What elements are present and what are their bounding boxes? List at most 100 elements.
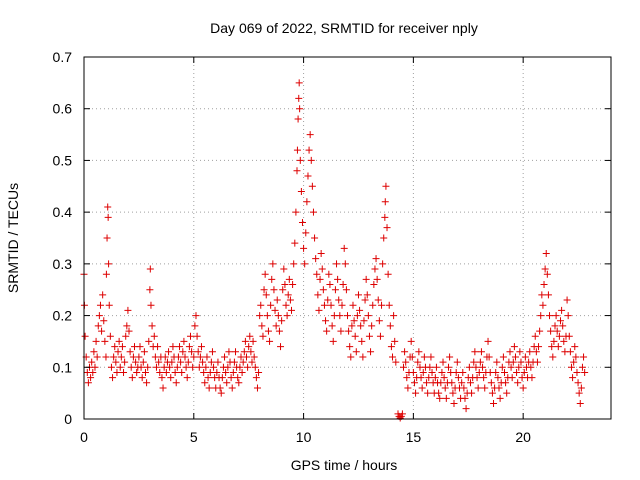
y-tick-label: 0.6 (53, 101, 73, 117)
data-point (415, 348, 423, 356)
data-point (102, 353, 110, 361)
data-point (426, 363, 434, 371)
data-point (521, 353, 529, 361)
data-point (248, 358, 256, 366)
data-point (391, 337, 399, 345)
data-point (186, 332, 194, 340)
data-point (538, 291, 546, 299)
data-point (441, 384, 449, 392)
data-point (508, 374, 516, 382)
data-point (242, 353, 250, 361)
data-point (230, 358, 238, 366)
data-point (172, 379, 180, 387)
data-point (502, 379, 510, 387)
y-axis-label: SRMTID / TECUs (5, 183, 21, 293)
data-point (376, 332, 384, 340)
data-point (116, 363, 124, 371)
data-point (251, 363, 259, 371)
data-point (293, 167, 301, 175)
data-point (487, 379, 495, 387)
data-point (308, 182, 316, 190)
data-point (145, 337, 153, 345)
data-point (183, 374, 191, 382)
data-point (450, 399, 458, 407)
data-point (338, 301, 346, 309)
data-point (566, 348, 574, 356)
data-point (514, 379, 522, 387)
data-point (499, 353, 507, 361)
data-point (389, 353, 397, 361)
data-point (576, 399, 584, 407)
data-point (106, 332, 114, 340)
data-point (342, 286, 350, 294)
data-point (246, 332, 254, 340)
data-point (315, 306, 323, 314)
data-point (155, 358, 163, 366)
data-point (446, 353, 454, 361)
data-point (407, 337, 415, 345)
data-point (412, 389, 420, 397)
data-point (304, 172, 312, 180)
data-point (386, 322, 394, 330)
data-point (577, 384, 585, 392)
data-point (356, 306, 364, 314)
data-point (188, 348, 196, 356)
data-point (507, 363, 515, 371)
data-point (318, 265, 326, 273)
data-point (340, 244, 348, 252)
data-point (324, 296, 332, 304)
data-point (553, 327, 561, 335)
data-point (543, 270, 551, 278)
data-point (301, 260, 309, 268)
data-point (194, 348, 202, 356)
data-point (423, 379, 431, 387)
data-point (369, 301, 377, 309)
data-point (300, 244, 308, 252)
data-point (479, 363, 487, 371)
data-point (261, 270, 269, 278)
data-point (182, 363, 190, 371)
data-point (322, 317, 330, 325)
data-point (203, 353, 211, 361)
data-point (174, 353, 182, 361)
data-point (542, 250, 550, 258)
data-point (375, 317, 383, 325)
data-point (402, 358, 410, 366)
grid-lines (84, 57, 611, 419)
data-point (128, 374, 136, 382)
data-point (316, 275, 324, 283)
data-point (373, 275, 381, 283)
data-point (137, 363, 145, 371)
data-point (527, 363, 535, 371)
data-point (84, 379, 92, 387)
data-point (537, 312, 545, 320)
data-point (311, 234, 319, 242)
data-point (417, 374, 425, 382)
data-point (575, 389, 583, 397)
data-point (465, 363, 473, 371)
data-point (291, 239, 299, 247)
data-point (470, 358, 478, 366)
data-point (253, 384, 261, 392)
data-point (109, 374, 117, 382)
data-point (398, 410, 406, 418)
data-point (196, 353, 204, 361)
data-point (454, 374, 462, 382)
data-point (452, 368, 460, 376)
data-point (574, 379, 582, 387)
data-point (307, 156, 315, 164)
data-point (107, 363, 115, 371)
data-point (267, 301, 275, 309)
data-point (193, 332, 201, 340)
data-point (474, 384, 482, 392)
data-point (306, 131, 314, 139)
data-point (234, 374, 242, 382)
data-point (424, 389, 432, 397)
data-point (257, 301, 265, 309)
data-point (269, 260, 277, 268)
data-point (503, 389, 511, 397)
data-point (313, 270, 321, 278)
data-point (498, 363, 506, 371)
data-point (473, 374, 481, 382)
